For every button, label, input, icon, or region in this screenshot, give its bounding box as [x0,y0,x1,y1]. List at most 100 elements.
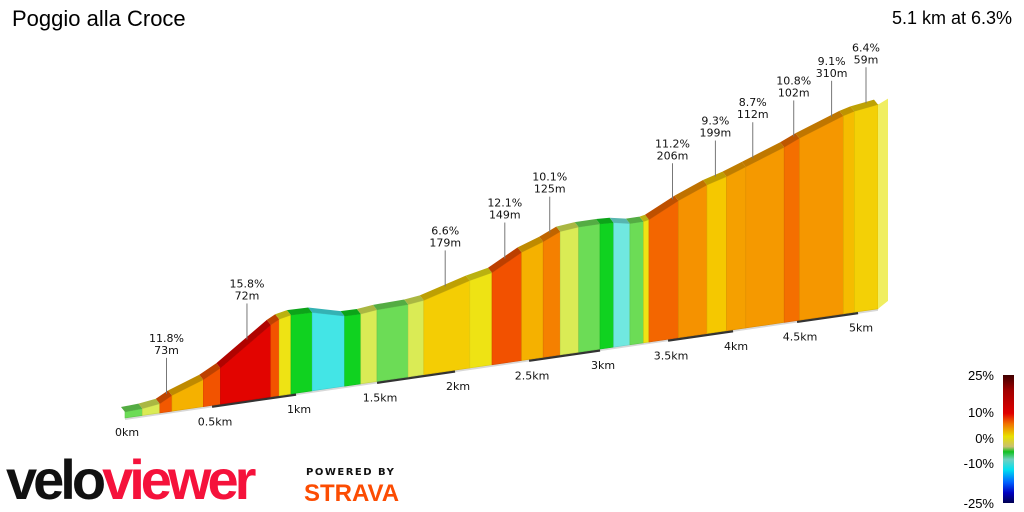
segment-top-surface [167,374,204,396]
gradient-segment [290,312,313,395]
legend-label-minus10: -10% [963,456,994,471]
x-tick-label: 3.5km [654,349,689,362]
gradient-segment [678,184,708,339]
gradient-segment [278,314,292,396]
gradient-segment [311,312,345,392]
segment-top-surface [121,403,143,412]
segment-top-surface [850,99,878,112]
gradient-segment [559,226,580,356]
gradient-segment [270,318,280,398]
annotation-length: 112m [737,108,769,121]
annotation-length: 73m [154,344,179,357]
km-band [376,369,456,384]
annotation-length: 179m [429,236,461,249]
gradient-segment [643,219,650,344]
gradient-segment [648,200,679,343]
gradient-segment [360,309,378,385]
segment-top-surface [340,309,361,317]
segment-top-surface [138,398,160,409]
annotation-gradient: 10.8% [776,74,811,87]
gradient-segment [376,304,409,382]
gradient-segment [220,324,272,405]
annotation-gradient: 9.3% [701,115,729,128]
segment-top-surface [517,236,544,253]
annotation-length: 125m [534,183,566,196]
climb-summary: 5.1 km at 6.3% [891,8,1012,28]
segment-top-surface [839,106,855,116]
legend-label-10: 10% [967,405,994,420]
legend-label-0: 0% [975,431,994,446]
km-band [667,329,734,342]
segment-top-surface [674,179,707,201]
segment-top-surface [404,295,424,305]
gradient-segment [407,300,425,378]
annotation-length: 149m [489,209,521,222]
x-tick-label: 5km [849,322,873,335]
segment-top-surface [216,319,271,369]
annotation-length: 102m [778,86,810,99]
annotation-gradient: 6.4% [852,41,880,54]
gradient-segment [542,231,561,358]
gradient-segment [843,110,855,315]
legend-label-minus25: -25% [963,496,994,511]
gradient-segment [599,222,614,350]
annotation-gradient: 12.1% [487,197,522,210]
x-tick-label: 3km [591,359,615,372]
climb-title: Poggio alla Croce [12,6,186,31]
gradient-segment [344,313,362,387]
gradient-segment [469,272,493,369]
segment-top-surface [419,275,470,301]
x-tick-label: 0.5km [198,415,233,428]
km-band [528,348,601,362]
annotation-length: 72m [235,289,260,302]
segment-top-surface [539,226,561,242]
segment-top-surface [465,267,492,281]
gradient-segment [799,115,844,321]
gradient-segment [578,223,601,353]
segment-top-surface [266,314,280,325]
segment-top-surface [556,222,579,232]
gradient-segment [613,222,631,348]
gradient-segment [726,166,747,332]
annotation-gradient: 10.1% [532,171,567,184]
km-band [796,311,859,324]
annotation-length: 206m [657,149,689,162]
annotation-length: 310m [816,67,848,80]
strava-logo: STRAVA [304,480,400,507]
annotation-length: 199m [700,127,732,140]
annotation-gradient: 11.8% [149,332,184,345]
segment-top-surface [308,307,345,317]
gradient-segment [854,104,879,313]
annotation-gradient: 6.6% [431,224,459,237]
gradient-color-legend [1003,375,1014,503]
x-tick-label: 4km [724,340,748,353]
x-tick-label: 4.5km [783,331,818,344]
x-tick-label: 0km [115,426,139,439]
gradient-segment [783,137,800,323]
gradient-segment [521,241,544,361]
segment-top-surface [741,142,785,167]
gradient-segment [629,221,644,346]
annotation-gradient: 11.2% [655,137,690,150]
annotation-gradient: 8.7% [739,96,767,109]
segment-top-surface [356,304,377,315]
segment-top-surface [286,307,313,316]
annotation-gradient: 9.1% [818,55,846,68]
segment-top-surface [722,161,746,177]
gradient-segment [745,146,785,329]
segment-top-surface [625,216,644,224]
segment-top-surface [609,217,630,224]
logo-viewer: viewer [102,448,256,511]
segment-top-surface [155,390,172,404]
annotation-length: 59m [854,53,879,66]
segment-top-surface [275,310,291,320]
segment-top-surface [795,110,844,139]
logo-velo: velo [6,448,106,511]
x-tick-label: 1km [287,403,311,416]
segment-top-surface [780,133,800,148]
segment-top-surface [703,171,727,185]
x-tick-label: 2km [446,380,470,393]
gradient-segment [706,176,727,334]
x-tick-label: 2.5km [515,369,550,382]
